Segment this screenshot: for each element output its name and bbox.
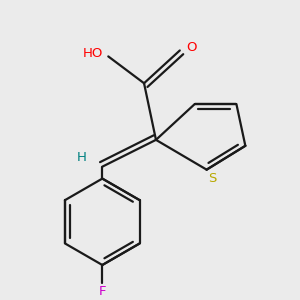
Text: H: H	[76, 151, 86, 164]
Text: S: S	[208, 172, 217, 185]
Text: HO: HO	[83, 47, 104, 60]
Text: F: F	[99, 285, 106, 298]
Text: O: O	[187, 41, 197, 54]
